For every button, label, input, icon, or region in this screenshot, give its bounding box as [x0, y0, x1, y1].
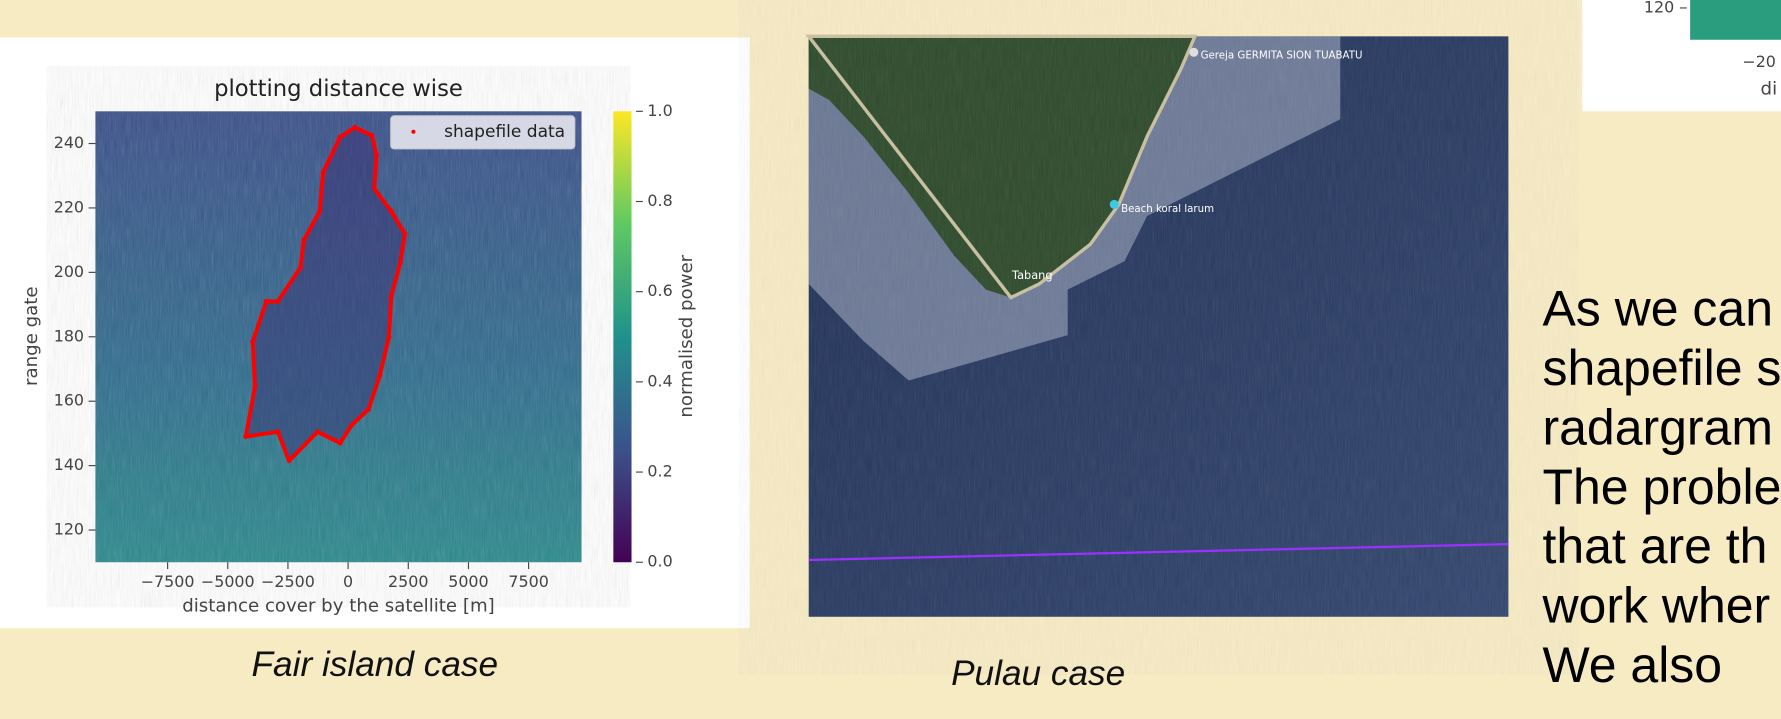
x-tick-label: 5000	[448, 572, 488, 591]
colorbar-label: normalised power	[676, 254, 697, 417]
colorbar-tick-label: 0.2	[647, 462, 672, 481]
y-tick-label: 120	[54, 520, 84, 539]
data-point	[338, 135, 343, 140]
map-pin	[1189, 48, 1198, 57]
y-tick-label: 140	[54, 455, 84, 474]
body-text-line: As we can	[1542, 281, 1773, 337]
data-point	[389, 294, 394, 299]
y-tick-label: 220	[54, 197, 84, 216]
map-label: Gereja GERMITA SION TUABATU	[1201, 51, 1363, 62]
legend-label: shapefile data	[444, 122, 565, 142]
x-axis-label: distance cover by the satellite [m]	[182, 596, 494, 617]
map-label: Tabang	[1011, 268, 1053, 282]
data-point	[389, 209, 394, 214]
data-point	[243, 434, 248, 439]
data-point	[366, 407, 371, 412]
map-pin	[1110, 200, 1119, 209]
data-point	[387, 334, 392, 339]
data-point	[287, 458, 292, 463]
data-point	[374, 152, 379, 157]
data-point	[252, 384, 257, 389]
body-text-line: radargram	[1542, 399, 1773, 455]
x-tick-label: 7500	[508, 572, 548, 591]
y-tick-label: 160	[54, 391, 84, 410]
colorbar-tick-label: 0.4	[647, 371, 672, 390]
x-tick-label: 2500	[388, 572, 428, 591]
colorbar-tick-label: 0.0	[647, 552, 672, 571]
colorbar	[613, 111, 631, 562]
y-axis-label: range gate	[21, 286, 42, 386]
x-tick-label: −20	[1742, 52, 1776, 71]
body-text-line: The proble	[1542, 459, 1781, 515]
chart-fragment-plot	[1690, 0, 1781, 40]
y-tick-label: 240	[54, 133, 84, 152]
data-point	[369, 133, 374, 138]
body-text-line: We also	[1542, 637, 1722, 693]
data-point	[264, 299, 269, 304]
x-tick-label: −7500	[141, 572, 195, 591]
data-point	[315, 429, 320, 434]
slide: plotting distance wise distance cover by…	[0, 0, 1781, 719]
satellite-image: Gereja GERMITA SION TUABATU Beach koral …	[809, 36, 1509, 616]
x-tick-label: −5000	[201, 572, 255, 591]
body-text-line: that are th	[1542, 518, 1767, 574]
y-tick-label: 120	[1644, 0, 1674, 16]
data-point	[402, 231, 407, 236]
data-point	[275, 429, 280, 434]
data-point	[321, 170, 326, 175]
data-point	[250, 339, 255, 344]
data-point	[338, 441, 343, 446]
x-axis-label: di	[1761, 79, 1778, 100]
body-text-line: work wher	[1541, 578, 1770, 634]
body-text-line: shapefile s	[1542, 340, 1781, 396]
data-point	[317, 209, 322, 214]
data-point	[275, 299, 280, 304]
data-point	[377, 373, 382, 378]
page: plotting distance wise distance cover by…	[0, 0, 1781, 719]
x-tick-label: 0	[343, 572, 353, 591]
image-texture	[809, 36, 1509, 616]
y-tick-label: 200	[54, 262, 84, 281]
x-tick-label: −2500	[261, 572, 315, 591]
caption: Pulau case	[951, 654, 1125, 693]
data-point	[352, 125, 357, 130]
y-tick-label: 180	[54, 326, 84, 345]
colorbar-tick-label: 0.6	[647, 281, 672, 300]
chart-title: plotting distance wise	[214, 76, 463, 102]
legend-marker	[411, 130, 415, 134]
data-point	[298, 265, 303, 270]
map-label: Beach koral larum	[1121, 204, 1214, 215]
colorbar-tick-label: 0.8	[647, 191, 672, 210]
data-point	[349, 423, 354, 428]
colorbar-tick-label: 1.0	[647, 101, 672, 120]
data-point	[301, 238, 306, 243]
data-point	[398, 260, 403, 265]
data-point	[372, 186, 377, 191]
caption: Fair island case	[252, 645, 499, 684]
